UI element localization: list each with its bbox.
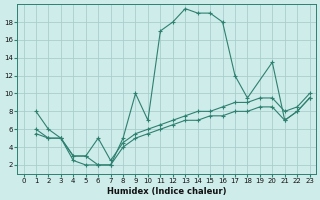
- X-axis label: Humidex (Indice chaleur): Humidex (Indice chaleur): [107, 187, 226, 196]
